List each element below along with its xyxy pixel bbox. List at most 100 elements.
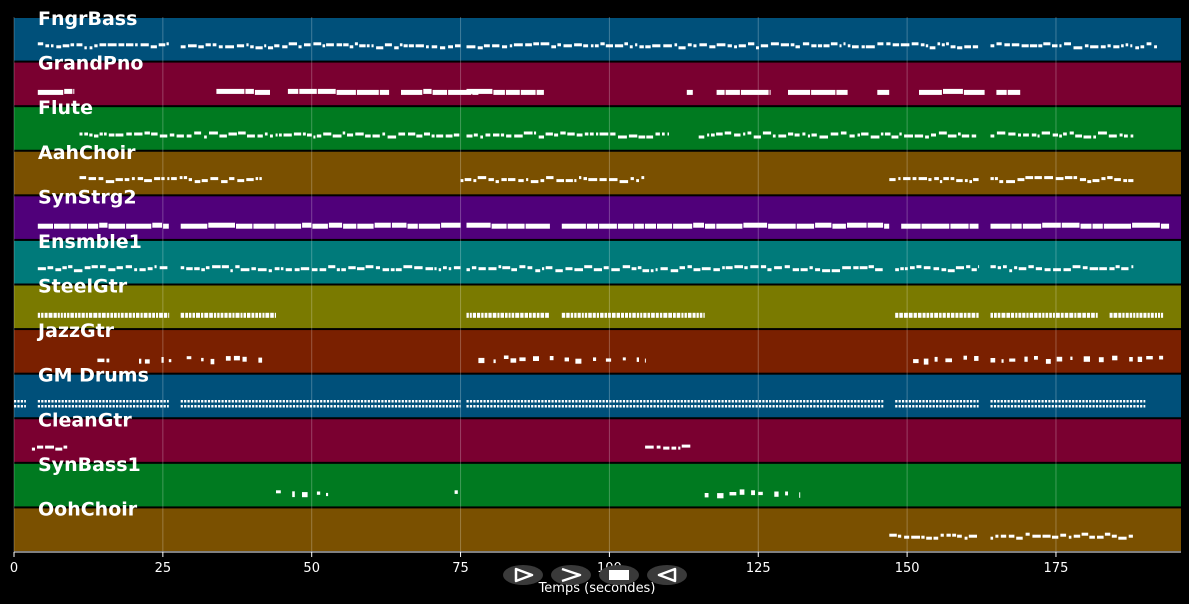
note-flute [466, 134, 473, 138]
note-oohchoir [1104, 532, 1111, 536]
note-gm-drums [235, 400, 238, 403]
note-synstrg2 [586, 223, 599, 229]
note-jazzgtr [1112, 355, 1118, 361]
note-steelgtr [1052, 312, 1055, 318]
note-fngrbass [502, 45, 508, 49]
note-gm-drums [813, 405, 816, 408]
note-gm-drums [343, 400, 347, 403]
note-gm-drums [1126, 405, 1129, 408]
note-flute [424, 132, 430, 136]
note-synbass1 [292, 491, 295, 498]
note-aahchoir [229, 177, 235, 181]
notes-fngrbass [37, 42, 1157, 50]
note-steelgtr [98, 312, 101, 318]
note-aahchoir [574, 179, 577, 183]
note-steelgtr [63, 312, 67, 318]
note-steelgtr [1022, 312, 1026, 318]
note-oohchoir [1111, 534, 1117, 538]
note-gm-drums [755, 400, 758, 403]
note-jazzgtr [549, 356, 554, 361]
note-gm-drums [367, 400, 370, 403]
note-gm-drums [1140, 400, 1143, 403]
note-jazzgtr [1056, 356, 1063, 362]
note-gm-drums [1129, 405, 1133, 408]
note-gm-drums [554, 405, 558, 408]
note-gm-drums [92, 400, 95, 403]
note-gm-drums [840, 405, 843, 408]
note-gm-drums [786, 405, 789, 408]
stop-icon [609, 570, 629, 580]
note-flute [1075, 134, 1082, 138]
note-steelgtr [703, 312, 705, 318]
note-gm-drums [796, 400, 799, 403]
note-fngrbass [678, 46, 686, 50]
note-fngrbass [326, 43, 334, 47]
note-gm-drums [673, 400, 677, 403]
note-aahchoir [1064, 176, 1073, 180]
note-gm-drums [605, 400, 609, 403]
note-aahchoir [1017, 178, 1025, 182]
note-steelgtr [699, 312, 703, 318]
note-ensmble1 [792, 268, 799, 272]
note-gm-drums [970, 405, 973, 408]
note-flute [589, 132, 594, 136]
note-gm-drums [616, 400, 619, 403]
note-flute [159, 134, 168, 138]
note-flute [925, 135, 929, 139]
note-gm-drums [337, 405, 340, 408]
notes-flute [79, 131, 1134, 139]
note-ensmble1 [1121, 267, 1129, 271]
note-flute [545, 132, 553, 136]
note-flute [747, 131, 752, 135]
note-ensmble1 [91, 265, 98, 269]
fast-forward-button[interactable] [551, 565, 591, 585]
note-gm-drums [82, 405, 85, 408]
track-label-jazzgtr: JazzGtr [36, 320, 115, 342]
note-jazzgtr [186, 356, 192, 360]
note-gm-drums [758, 400, 762, 403]
note-flute [1008, 132, 1016, 136]
note-gm-drums [24, 400, 26, 403]
rewind-button[interactable] [647, 565, 687, 585]
note-gm-drums [61, 400, 64, 403]
note-oohchoir [1118, 536, 1127, 540]
note-grandpno [245, 88, 254, 94]
note-synstrg2 [901, 223, 921, 229]
note-synstrg2 [491, 223, 507, 229]
note-gm-drums [299, 405, 302, 408]
note-oohchoir [904, 535, 910, 539]
notes-ensmble1 [37, 265, 1134, 273]
note-gm-drums [241, 405, 245, 408]
note-jazzgtr [510, 358, 517, 363]
note-ensmble1 [1063, 268, 1071, 272]
note-gm-drums [109, 405, 112, 408]
note-gm-drums [701, 405, 704, 408]
note-gm-drums [58, 400, 61, 403]
note-gm-drums [908, 405, 911, 408]
play-button[interactable] [503, 565, 543, 585]
note-gm-drums [292, 400, 296, 403]
note-gm-drums [337, 400, 340, 403]
lane-steelgtr [14, 285, 1181, 329]
note-ensmble1 [744, 266, 748, 270]
note-ensmble1 [767, 268, 772, 272]
note-gm-drums [701, 400, 704, 403]
note-steelgtr [1064, 312, 1069, 318]
note-gm-drums [282, 400, 285, 403]
note-steelgtr [1133, 312, 1136, 318]
note-flute [849, 134, 855, 138]
note-gm-drums [133, 400, 136, 403]
note-gm-drums [1038, 405, 1041, 408]
note-fngrbass [639, 45, 644, 49]
note-gm-drums [571, 400, 575, 403]
stop-button[interactable] [599, 565, 639, 585]
note-gm-drums [214, 400, 217, 403]
note-gm-drums [187, 400, 190, 403]
note-gm-drums [905, 405, 908, 408]
note-gm-drums [622, 400, 626, 403]
note-gm-drums [1010, 405, 1014, 408]
note-aahchoir [171, 177, 177, 181]
note-steelgtr [224, 312, 228, 318]
note-gm-drums [48, 405, 51, 408]
note-fngrbass [440, 46, 446, 50]
